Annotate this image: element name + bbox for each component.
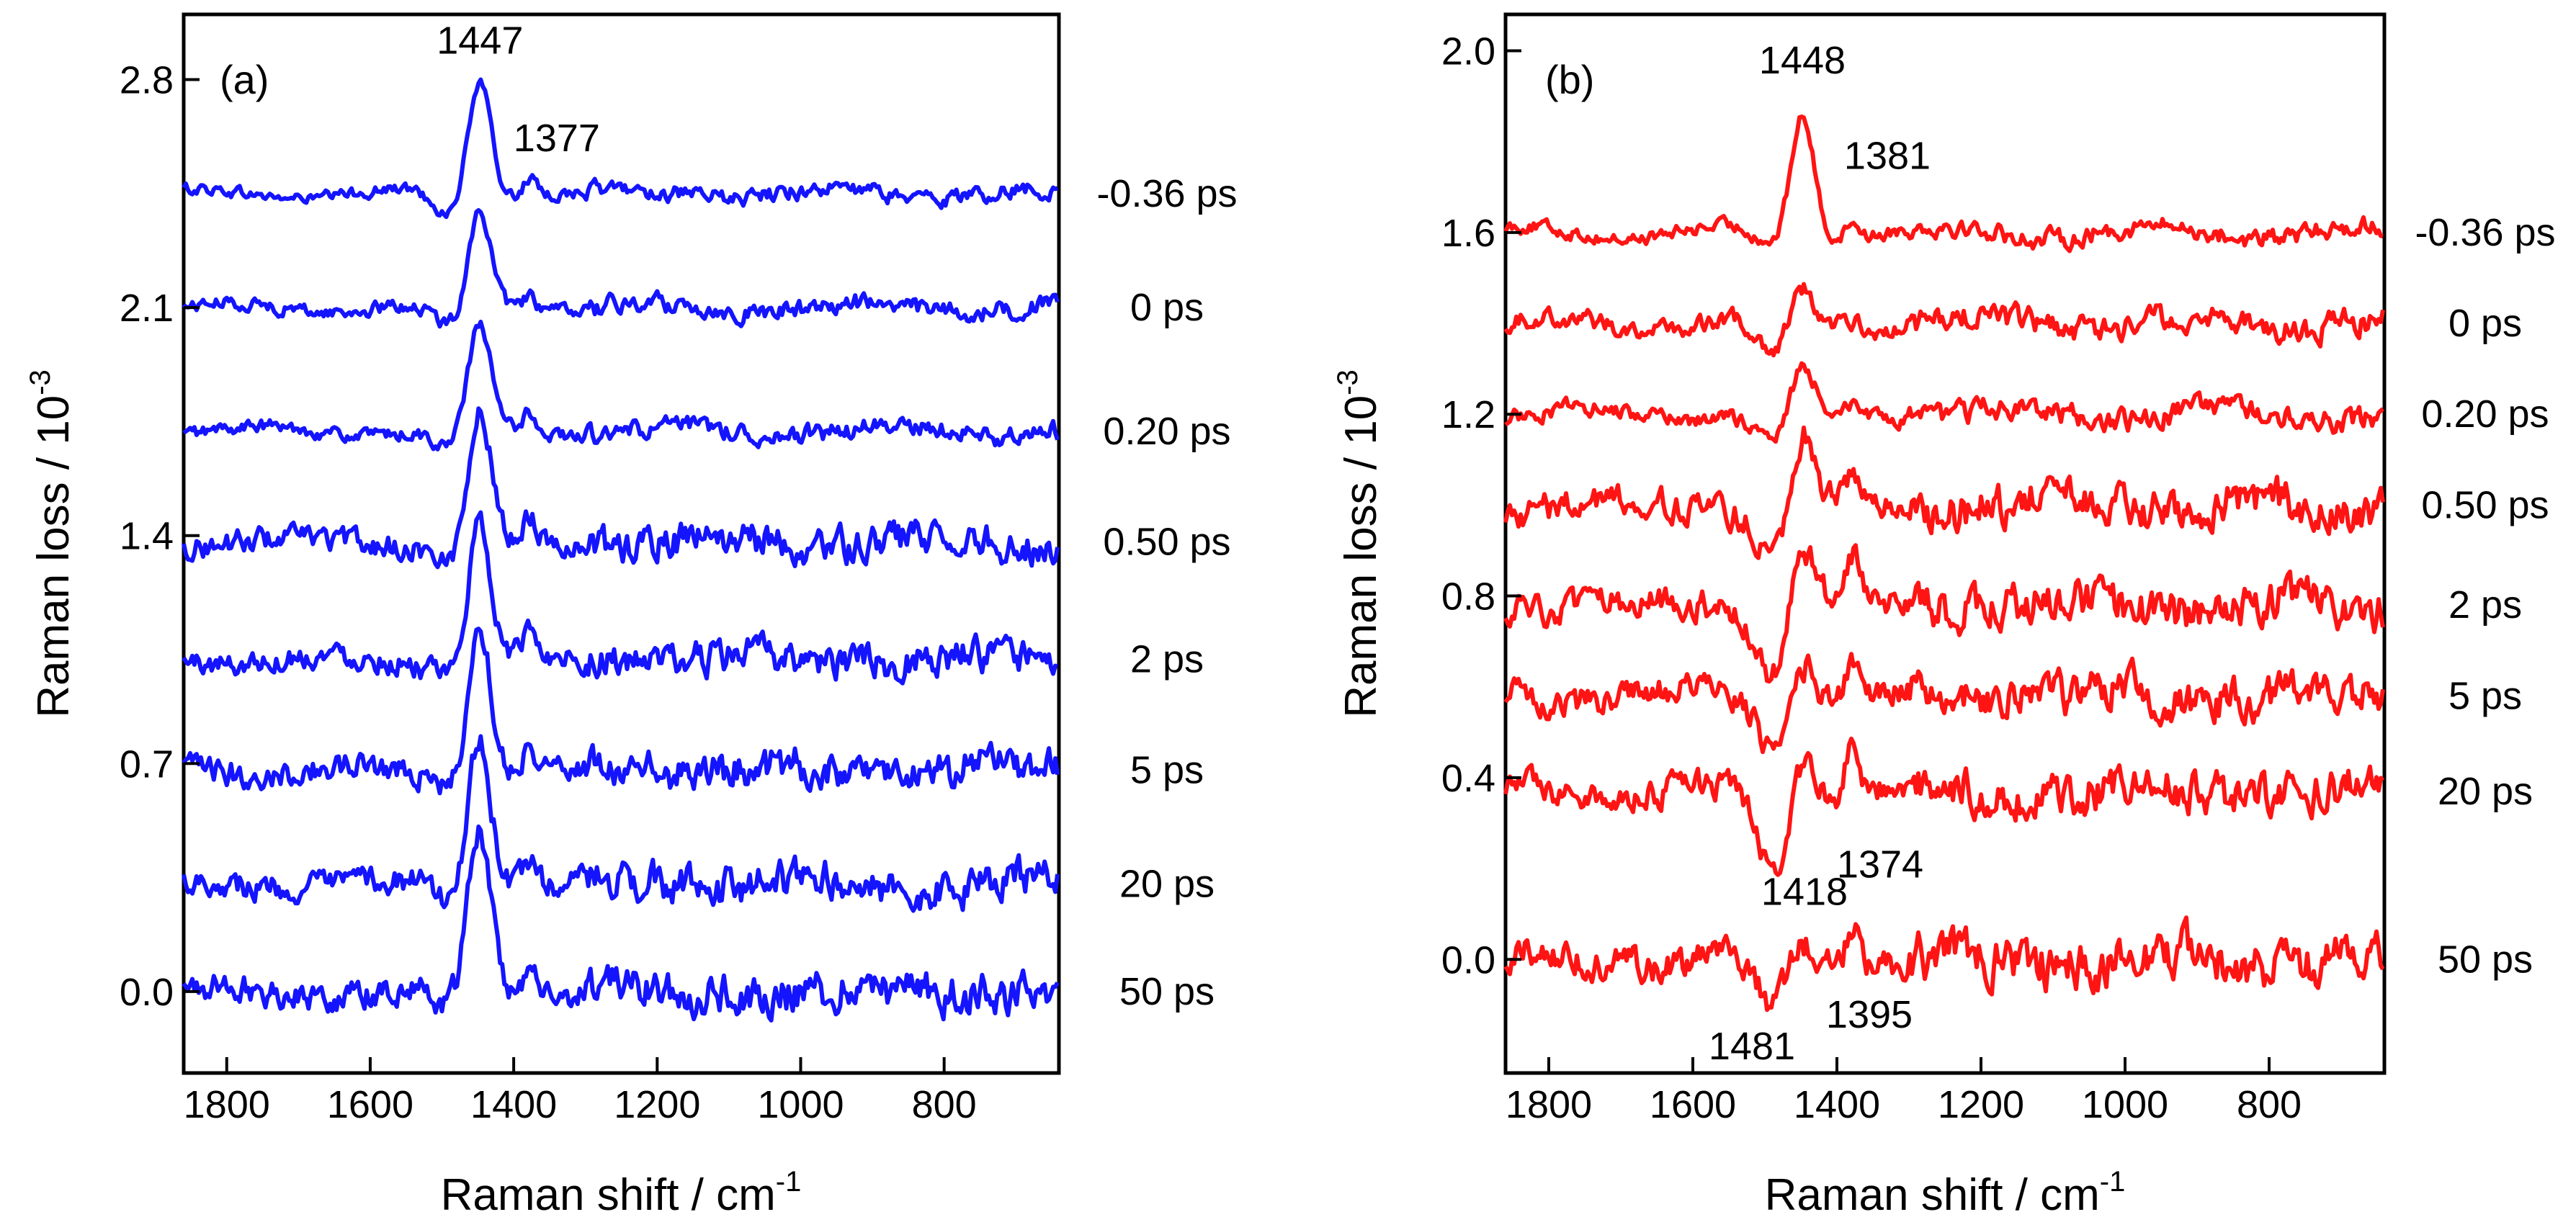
peak-annotation: 1395 (1826, 993, 1913, 1036)
y-tick-label: 1.4 (120, 515, 174, 558)
panel-b-label: (b) (1545, 57, 1594, 102)
delay-label: 20 ps (2438, 770, 2533, 813)
series-line (1503, 915, 2385, 1013)
delay-label: 2 ps (1130, 638, 1204, 681)
series-line (182, 510, 1058, 686)
y-tick-label: 1.6 (1441, 212, 1495, 255)
panel-b: 1800 1600 1400 1200 1000 800 0.0 0.4 0.8 1.2 1.6 2… (1332, 12, 2556, 1220)
panel-a-x-ticks: 1800 1600 1400 1200 1000 800 (184, 1057, 977, 1126)
x-tick-label: 800 (2237, 1083, 2302, 1126)
panel-b-frame (1503, 12, 2387, 1075)
y-tick-label: 0.8 (1441, 575, 1495, 619)
panel-b-y-ticks: 0.0 0.4 0.8 1.2 1.6 2.0 (1441, 30, 1521, 982)
delay-label: 0.20 ps (1103, 410, 1230, 453)
peak-annotation: 1418 (1761, 871, 1848, 914)
series-line (1503, 652, 2385, 755)
peak-annotation: 1381 (1844, 135, 1931, 178)
series-line (1503, 543, 2385, 684)
delay-label: 0 ps (1130, 286, 1204, 329)
y-tick-label: 1.2 (1441, 393, 1495, 436)
x-tick-label: 1200 (1938, 1083, 2024, 1126)
series-line (182, 208, 1060, 329)
delay-label: 5 ps (2448, 674, 2522, 717)
delay-label: 0.20 ps (2421, 392, 2549, 436)
peak-annotation: 1374 (1837, 843, 1923, 886)
x-tick-label: 1800 (184, 1083, 270, 1126)
series-line (1504, 361, 2384, 444)
delay-label: 20 ps (1119, 863, 1215, 906)
series-line (182, 406, 1060, 570)
delay-label: 0.50 ps (2421, 483, 2549, 526)
panel-a-curves (182, 77, 1060, 1023)
delay-label: 2 ps (2448, 583, 2522, 627)
x-tick-label: 1800 (1506, 1083, 1592, 1126)
x-tick-label: 1200 (614, 1083, 700, 1126)
panel-a-x-axis-title: Raman shift / cm-1 (441, 1166, 802, 1220)
y-tick-label: 2.0 (1441, 30, 1495, 73)
y-tick-label: 0.0 (1441, 938, 1495, 982)
panel-a-y-axis-title: Raman loss / 10-3 (24, 369, 79, 718)
x-tick-label: 1400 (1794, 1083, 1880, 1126)
peak-annotation: 1448 (1759, 39, 1846, 82)
panel-b-x-ticks: 1800 1600 1400 1200 1000 800 (1506, 1057, 2302, 1126)
series-line (1503, 425, 2385, 560)
y-tick-label: 2.8 (120, 58, 174, 102)
panel-a-delay-labels: -0.36 ps 0 ps 0.20 ps 0.50 ps 2 ps 5 ps 20 ps 5… (1096, 172, 1237, 1013)
peak-annotation: 1447 (437, 19, 523, 62)
delay-label: 5 ps (1130, 748, 1204, 791)
x-tick-label: 1400 (470, 1083, 557, 1126)
delay-label: 50 ps (1119, 970, 1215, 1013)
panel-a-label: (a) (220, 57, 269, 102)
panel-b-delay-labels: -0.36 ps 0 ps 0.20 ps 0.50 ps 2 ps 5 ps 20 ps 5… (2415, 211, 2555, 981)
x-tick-label: 1600 (327, 1083, 413, 1126)
y-tick-label: 0.4 (1441, 757, 1495, 800)
x-tick-label: 1600 (1650, 1083, 1736, 1126)
series-line (182, 319, 1060, 452)
series-line (1503, 115, 2384, 253)
y-tick-label: 0.0 (120, 971, 174, 1014)
y-tick-label: 2.1 (120, 287, 174, 330)
delay-label: 0 ps (2448, 302, 2522, 345)
series-line (1503, 282, 2385, 358)
delay-label: 50 ps (2438, 938, 2533, 981)
panel-a-annotations: 1447 1377 (437, 19, 600, 160)
panel-b-curves (1503, 115, 2385, 1013)
series-line (1503, 736, 2385, 877)
series-line (182, 77, 1059, 220)
series-line (182, 734, 1060, 913)
peak-annotation: 1481 (1709, 1025, 1795, 1068)
panel-a: 1800 1600 1400 1200 1000 800 0.00.71.42.12.8 … (24, 12, 1238, 1220)
peak-annotation: 1377 (514, 117, 600, 160)
x-tick-label: 1000 (2082, 1083, 2168, 1126)
x-tick-label: 1000 (757, 1083, 844, 1126)
x-tick-label: 800 (912, 1083, 977, 1126)
panel-a-y-ticks: 0.0 0.7 1.4 2.1 2.8 (120, 58, 200, 1014)
panel-b-x-axis-title: Raman shift / cm-1 (1765, 1166, 2126, 1220)
delay-label: -0.36 ps (2415, 211, 2555, 254)
delay-label: -0.36 ps (1096, 172, 1237, 215)
series-line (182, 627, 1060, 796)
series-line (182, 824, 1060, 1023)
y-tick-label: 0.7 (120, 742, 174, 786)
delay-label: 0.50 ps (1103, 521, 1230, 564)
panel-b-y-axis-title: Raman loss / 10-3 (1332, 369, 1386, 718)
